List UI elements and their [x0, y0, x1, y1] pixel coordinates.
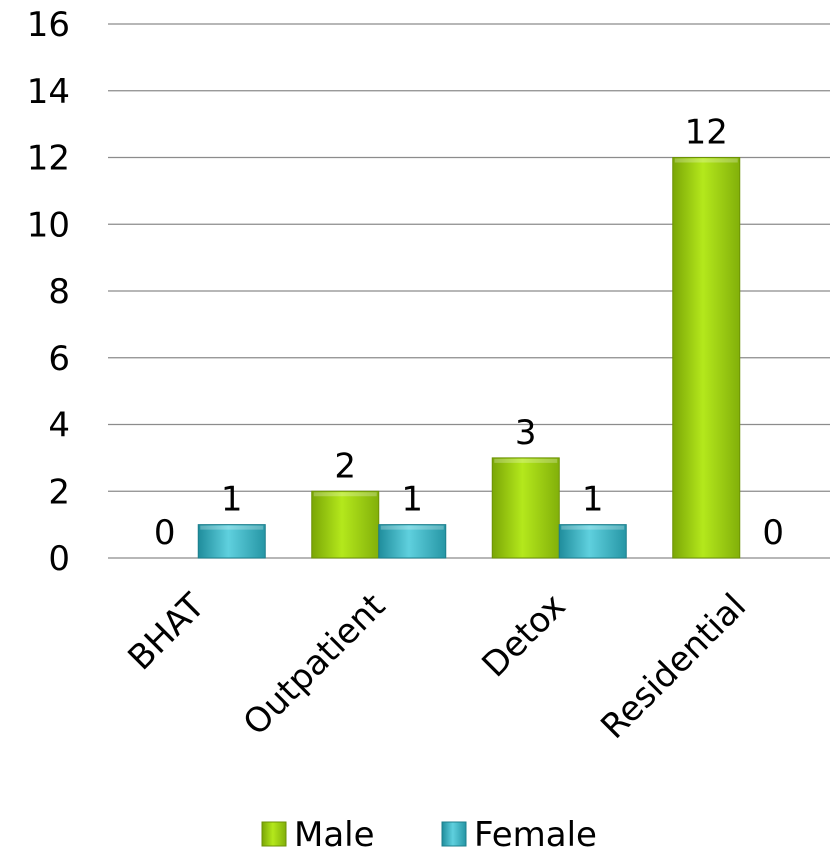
x-tick-label-outpatient: Outpatient [236, 586, 393, 743]
bar-male-detox [491, 457, 560, 559]
bar-female-outpatient [378, 524, 447, 559]
data-label-male-detox: 3 [515, 413, 537, 453]
y-tick-label: 0 [48, 539, 70, 579]
gridlines [108, 23, 830, 559]
y-tick-label: 16 [27, 5, 70, 45]
y-tick-label: 8 [48, 272, 70, 312]
bar-bevel [674, 158, 738, 163]
legend: Male Female [261, 815, 597, 855]
bar-male-residential [672, 157, 741, 559]
bar-bevel [380, 525, 444, 530]
legend-swatch-female [441, 821, 467, 847]
y-tick-label: 10 [27, 205, 70, 245]
bar-female-detox [558, 524, 627, 559]
data-label-female-bhat: 1 [221, 480, 243, 520]
bars [197, 157, 741, 559]
x-axis-tick-labels: BHAT Outpatient Detox Residential [120, 586, 754, 747]
data-label-male-residential: 12 [685, 113, 728, 153]
x-tick-label-residential: Residential [593, 586, 754, 747]
y-tick-label: 2 [48, 472, 70, 512]
bar-male-outpatient [311, 490, 380, 559]
bar-bevel [200, 525, 264, 530]
data-label-female-detox: 1 [582, 480, 604, 520]
x-tick-label-bhat: BHAT [120, 586, 212, 678]
data-label-female-residential: 0 [762, 513, 784, 553]
data-label-female-outpatient: 1 [401, 480, 423, 520]
bar-bevel [561, 525, 625, 530]
bar-bevel [313, 492, 377, 497]
data-label-male-bhat: 0 [154, 513, 176, 553]
y-axis-tick-labels: 0 2 4 6 8 10 12 14 16 [27, 5, 70, 579]
bar-female-bhat [197, 524, 266, 559]
legend-label-female: Female [474, 815, 597, 855]
data-label-male-outpatient: 2 [334, 446, 356, 486]
legend-label-male: Male [294, 815, 375, 855]
y-tick-label: 4 [48, 406, 70, 446]
y-tick-label: 14 [27, 72, 70, 112]
y-tick-label: 12 [27, 139, 70, 179]
bar-bevel [494, 458, 558, 463]
legend-swatch-male [261, 821, 287, 847]
y-tick-label: 6 [48, 339, 70, 379]
x-tick-label-detox: Detox [474, 586, 573, 685]
